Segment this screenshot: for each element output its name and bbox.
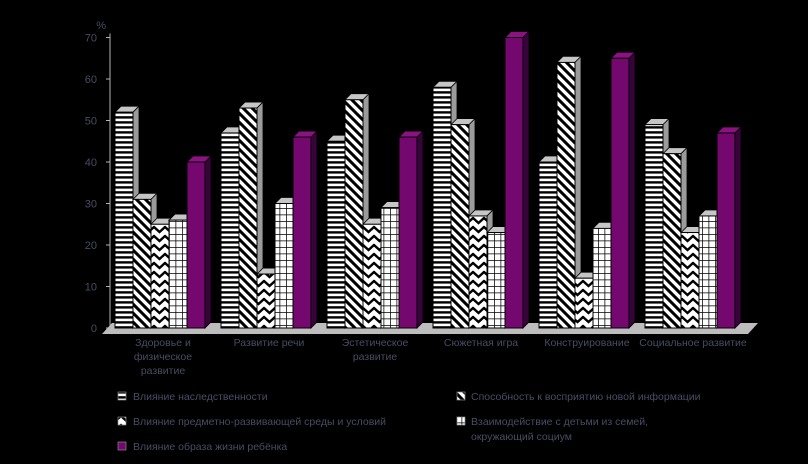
legend-label: Взаимодействие с детьми из семей, окружаю… — [471, 416, 648, 443]
y-tick-label: 0 — [91, 323, 97, 335]
legend-item-horizontal-stripes: Влияние наследственности — [117, 391, 268, 403]
y-tick-label: 10 — [85, 282, 97, 294]
category-label: Развитие речи — [234, 337, 305, 349]
legend-label: Способность к восприятию новой информаци… — [471, 391, 701, 403]
legend-swatch-solid-purple — [117, 441, 127, 451]
legend-label: Влияние образа жизни ребёнка — [133, 441, 287, 453]
y-axis-unit-label: % — [96, 20, 106, 32]
legend-label: Влияние предметно-развивающей среды и ус… — [133, 416, 386, 428]
bar-s5-g1 — [186, 155, 212, 329]
legend-swatch-chevron — [117, 416, 127, 426]
bar-s2-g5 — [556, 55, 582, 329]
category-label: Сюжетная игра — [444, 337, 518, 349]
y-tick-label: 60 — [85, 74, 97, 86]
bar-s5-g6 — [716, 125, 742, 329]
bar-s5-g5 — [610, 51, 636, 329]
bar-s5-g3 — [398, 130, 424, 329]
legend-item-solid-purple: Влияние образа жизни ребёнка — [117, 441, 287, 453]
bar-s5-g2 — [292, 130, 318, 329]
legend-item-diagonal-stripes: Способность к восприятию новой информаци… — [456, 391, 701, 403]
y-tick-label: 30 — [85, 199, 97, 211]
legend-item-grid: Взаимодействие с детьми из семей, окружаю… — [456, 416, 648, 443]
y-tick-label: 70 — [85, 33, 97, 45]
y-tick-label: 50 — [85, 116, 97, 128]
legend-swatch-horizontal-stripes — [117, 391, 127, 401]
legend-label: Влияние наследственности — [133, 391, 268, 403]
category-label: Социальное развитие — [639, 337, 747, 349]
y-tick-label: 20 — [85, 240, 97, 252]
y-tick-label: 40 — [85, 157, 97, 169]
legend-swatch-diagonal-stripes — [456, 391, 466, 401]
category-label: Эстетическое развитие — [342, 337, 409, 363]
legend-item-chevron: Влияние предметно-развивающей среды и ус… — [117, 416, 386, 428]
category-label: Здоровье и физическое развитие — [134, 337, 192, 377]
legend-swatch-grid — [456, 416, 466, 426]
bar-s5-g4 — [504, 30, 530, 329]
category-label: Конструирование — [544, 337, 629, 349]
